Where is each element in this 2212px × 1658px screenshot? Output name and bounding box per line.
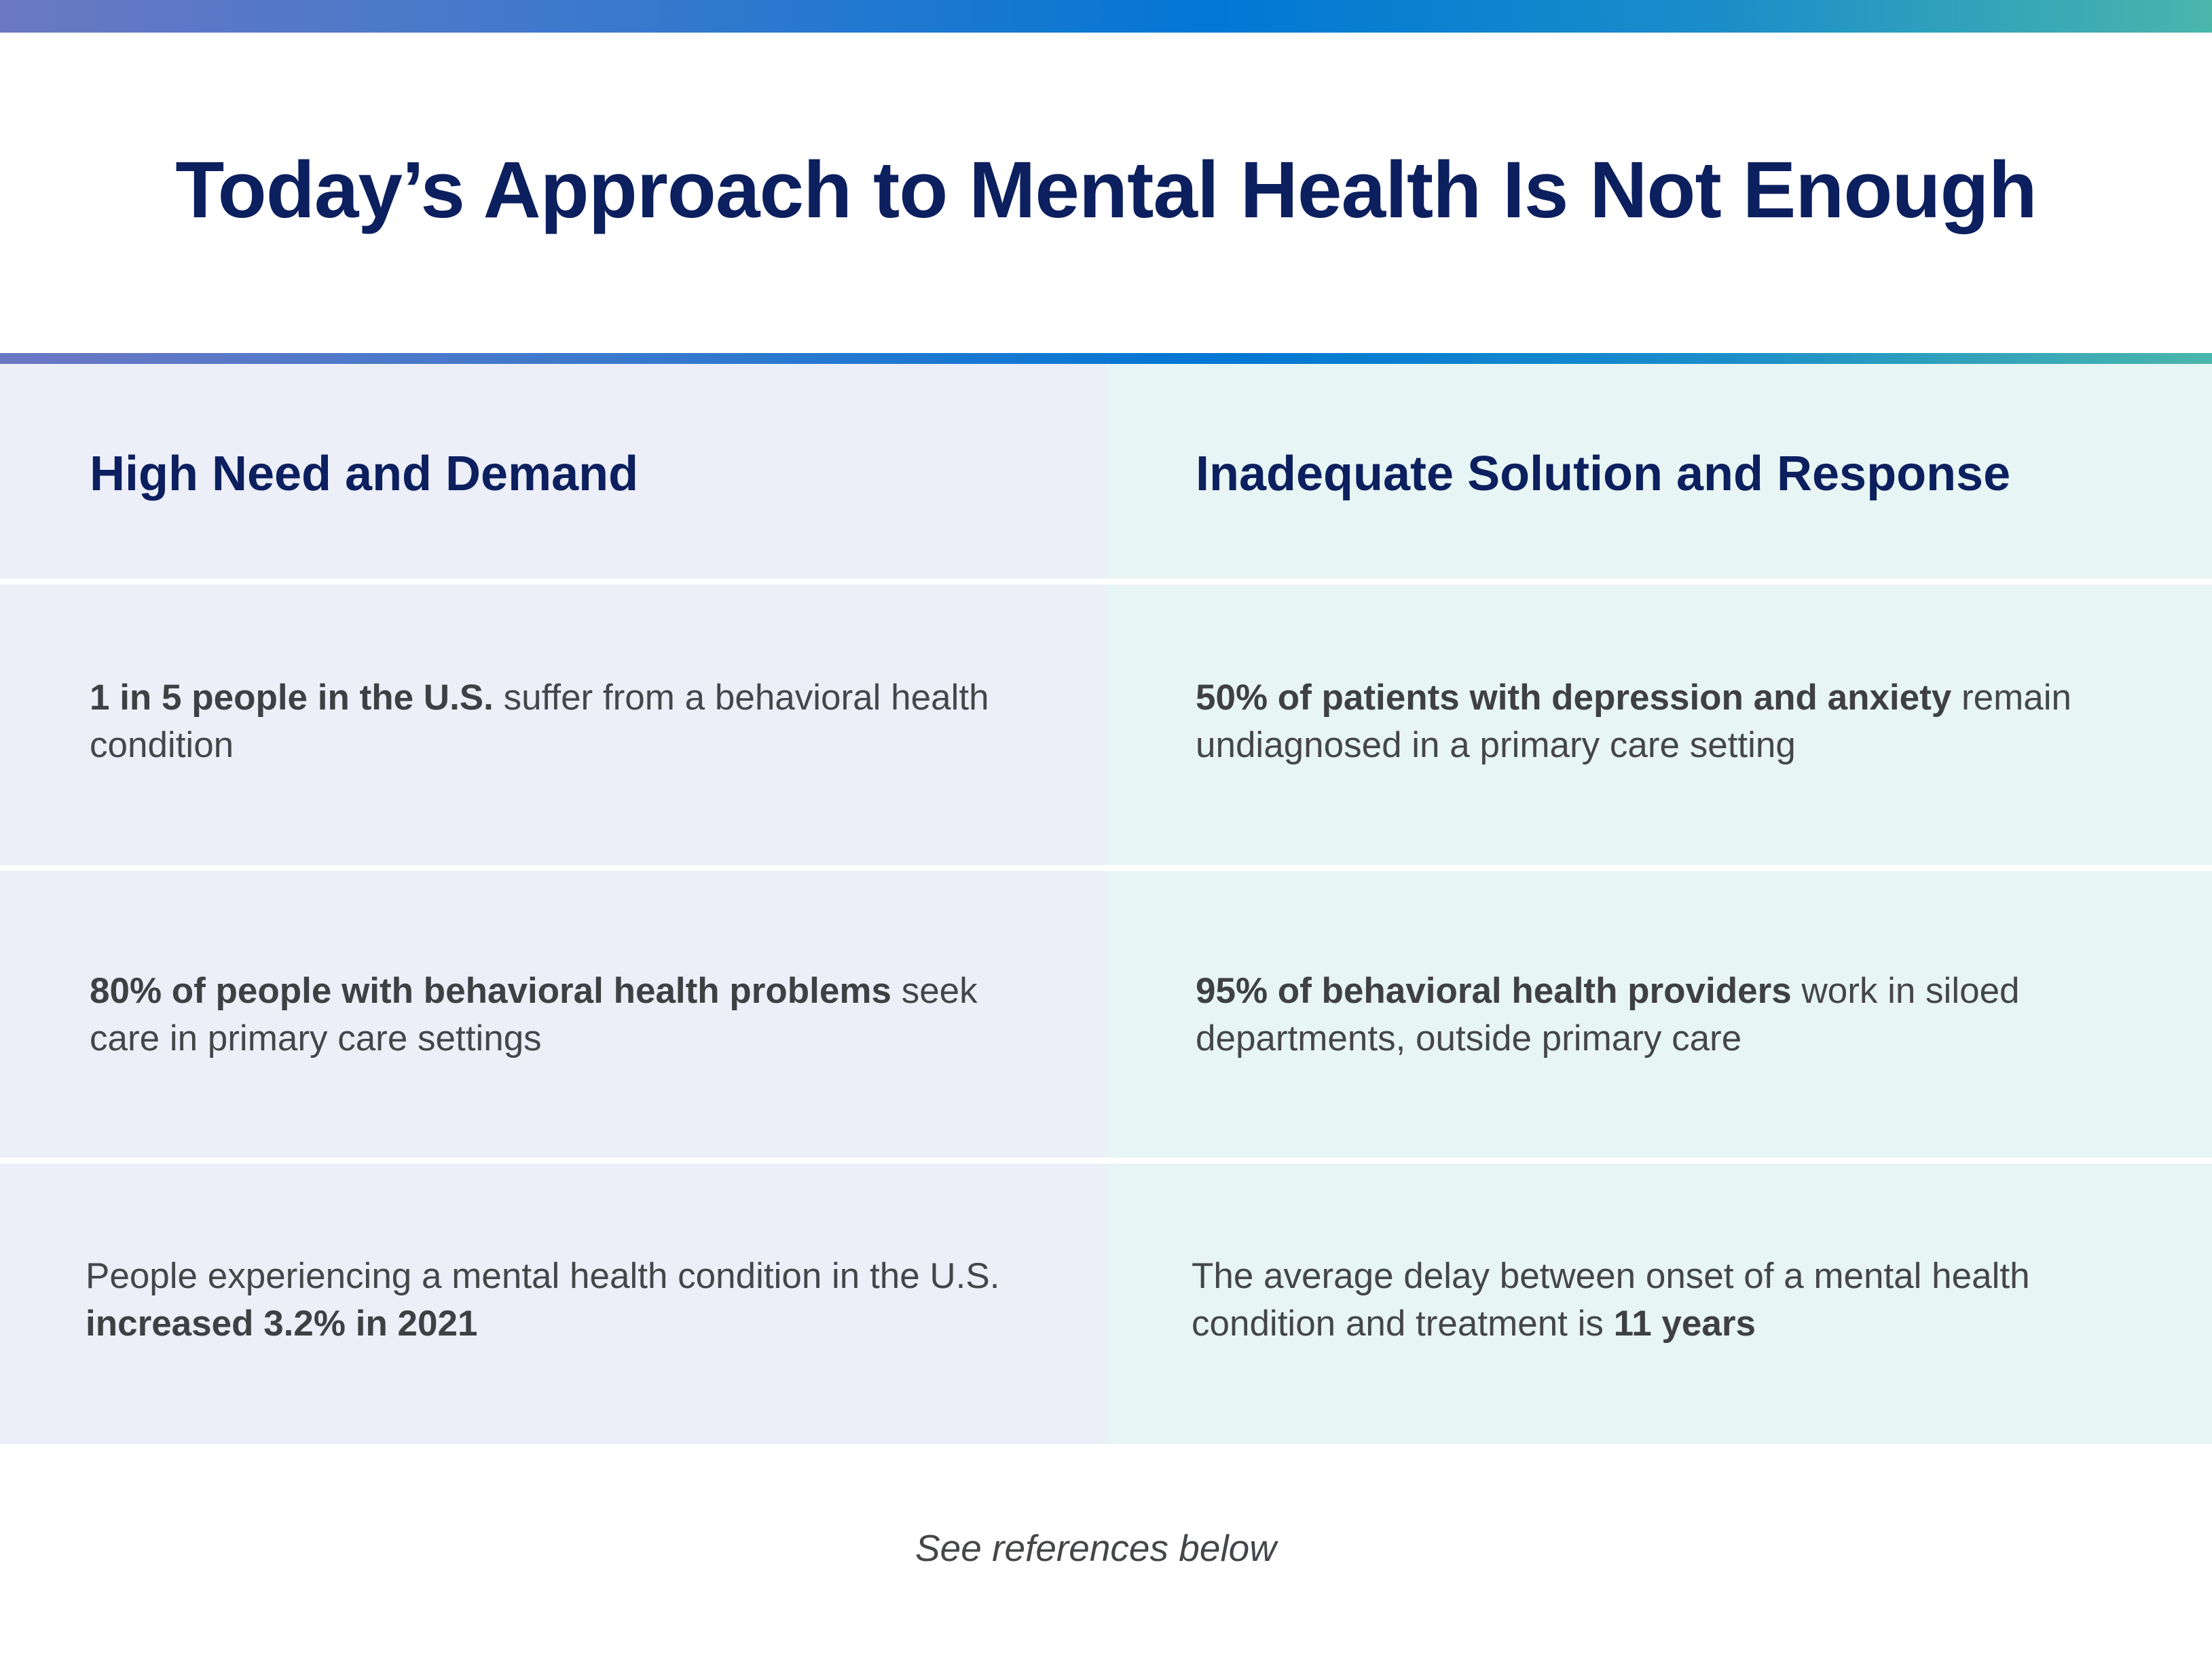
row-separator	[0, 865, 2212, 871]
top-gradient-bar	[0, 0, 2212, 33]
table-cell-response-3: The average delay between onset of a men…	[1192, 1253, 2156, 1348]
cell-text: seek care in primary care settings	[90, 971, 978, 1058]
cell-emphasis: increased 3.2% in 2021	[86, 1304, 478, 1344]
cell-emphasis: 11 years	[1613, 1304, 1756, 1344]
left-column-background	[0, 364, 1106, 1444]
cell-emphasis: 95% of behavioral health providers	[1196, 971, 1792, 1011]
right-column-background	[1106, 364, 2212, 1444]
cell-text: suffer from a behavioral health conditio…	[90, 678, 989, 765]
cell-text: work in siloed departments, outside prim…	[1196, 971, 2020, 1058]
cell-emphasis: 1 in 5 people in the U.S.	[90, 678, 494, 718]
cell-emphasis: 50% of patients with depression and anxi…	[1196, 678, 1952, 718]
table-cell-need-1: 1 in 5 people in the U.S. suffer from a …	[90, 674, 1054, 769]
references-note: See references below	[915, 1527, 1276, 1569]
cell-text: remain undiagnosed in a primary care set…	[1196, 678, 2071, 765]
cell-text: The average delay between onset of a men…	[1192, 1256, 2030, 1344]
cell-text: People experiencing a mental health cond…	[86, 1256, 1000, 1296]
cell-emphasis: 80% of people with behavioral health pro…	[90, 971, 891, 1011]
header-gradient-divider	[0, 353, 2212, 364]
left-column-header: High Need and Demand	[90, 447, 639, 501]
table-cell-response-2: 95% of behavioral health providers work …	[1196, 968, 2160, 1063]
table-cell-response-1: 50% of patients with depression and anxi…	[1196, 674, 2160, 769]
row-separator	[0, 578, 2212, 585]
page-title: Today’s Approach to Mental Health Is Not…	[175, 145, 2037, 235]
right-column-header: Inadequate Solution and Response	[1196, 447, 2011, 501]
table-cell-need-3: People experiencing a mental health cond…	[86, 1253, 1050, 1348]
table-cell-need-2: 80% of people with behavioral health pro…	[90, 968, 1054, 1063]
row-separator	[0, 1158, 2212, 1164]
